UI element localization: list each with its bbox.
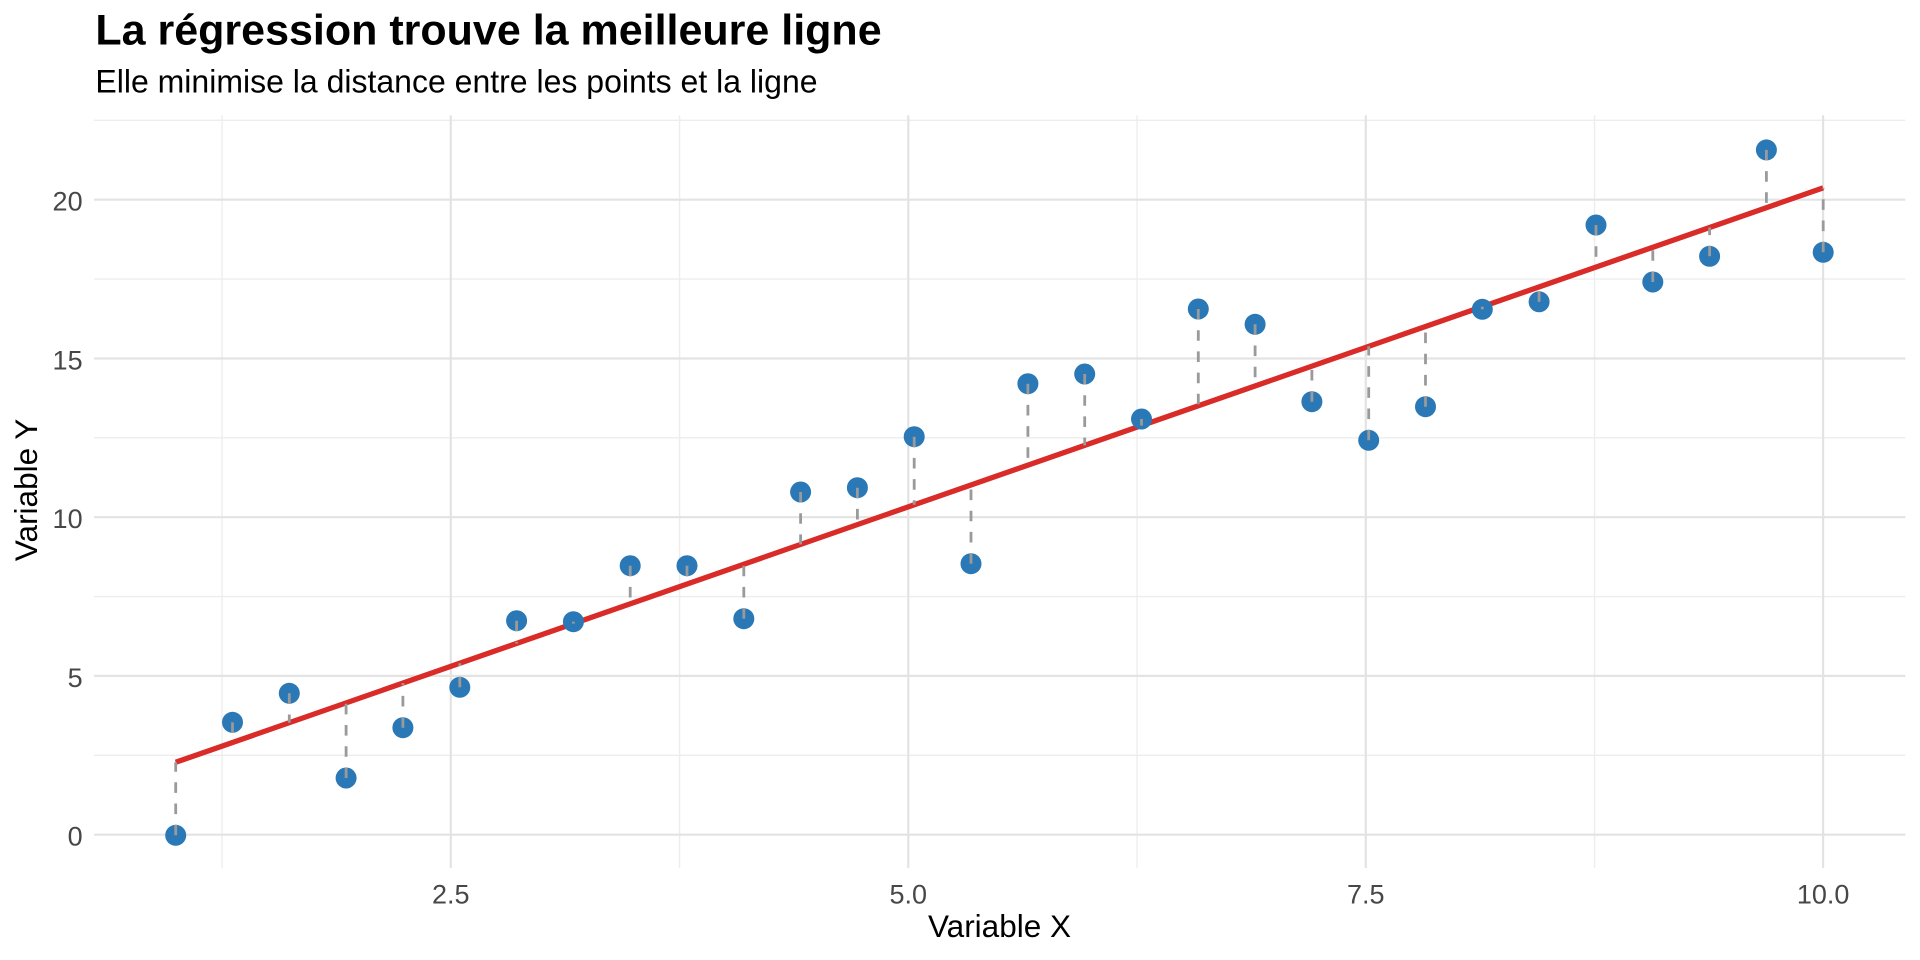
svg-text:0: 0	[68, 822, 83, 852]
svg-text:Elle minimise la distance entr: Elle minimise la distance entre les poin…	[95, 64, 817, 100]
svg-text:5: 5	[68, 663, 83, 693]
svg-text:Variable X: Variable X	[928, 908, 1071, 944]
svg-text:10: 10	[53, 504, 83, 534]
svg-text:La régression trouve la meille: La régression trouve la meilleure ligne	[95, 7, 881, 55]
svg-text:Variable Y: Variable Y	[8, 419, 44, 561]
svg-text:7.5: 7.5	[1347, 879, 1385, 909]
svg-text:20: 20	[53, 187, 83, 217]
svg-text:2.5: 2.5	[432, 879, 470, 909]
svg-text:5.0: 5.0	[890, 879, 928, 909]
svg-text:15: 15	[53, 345, 83, 375]
svg-text:10.0: 10.0	[1797, 879, 1850, 909]
